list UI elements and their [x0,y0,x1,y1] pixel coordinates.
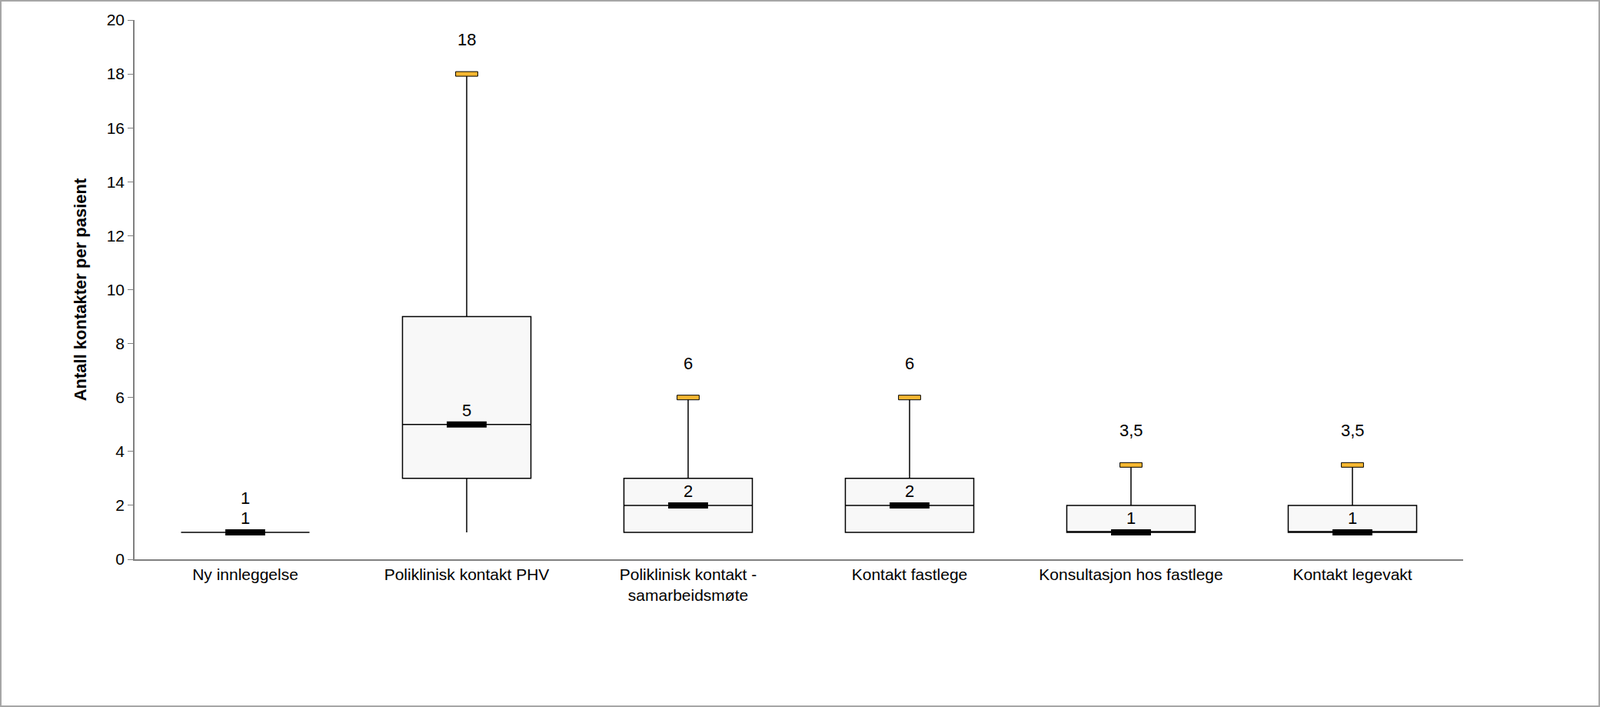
svg-text:3,5: 3,5 [1340,420,1365,440]
svg-text:Poliklinisk kontakt -samarbeid: Poliklinisk kontakt -samarbeidsmøte [619,565,758,604]
svg-text:10: 10 [106,280,125,299]
svg-text:16: 16 [106,119,125,137]
svg-text:6: 6 [904,353,915,373]
svg-text:18: 18 [457,29,476,50]
svg-text:Kontakt legevakt: Kontakt legevakt [1292,565,1412,583]
svg-text:3,5: 3,5 [1119,420,1144,440]
svg-text:6: 6 [115,388,125,406]
svg-text:1: 1 [1126,508,1136,528]
svg-text:0: 0 [115,549,125,568]
svg-text:5: 5 [462,400,472,420]
svg-text:8: 8 [115,334,125,353]
svg-text:2: 2 [904,481,915,501]
svg-text:6: 6 [683,353,693,373]
svg-text:1: 1 [240,488,250,508]
svg-text:Antall kontakter per pasient: Antall kontakter per pasient [70,177,90,401]
svg-text:1: 1 [240,508,250,528]
svg-text:14: 14 [106,172,126,191]
svg-text:2: 2 [683,481,693,501]
svg-text:2: 2 [115,495,125,514]
svg-text:Konsultasjon hos fastlege: Konsultasjon hos fastlege [1038,565,1223,583]
svg-text:18: 18 [106,64,125,83]
svg-text:1: 1 [1347,508,1358,528]
svg-text:Poliklinisk kontakt PHV: Poliklinisk kontakt PHV [384,565,550,583]
svg-text:12: 12 [106,226,125,245]
svg-text:4: 4 [115,442,125,460]
svg-text:Ny innleggelse: Ny innleggelse [192,565,299,583]
svg-text:Kontakt fastlege: Kontakt fastlege [851,565,968,583]
svg-text:20: 20 [106,10,125,29]
